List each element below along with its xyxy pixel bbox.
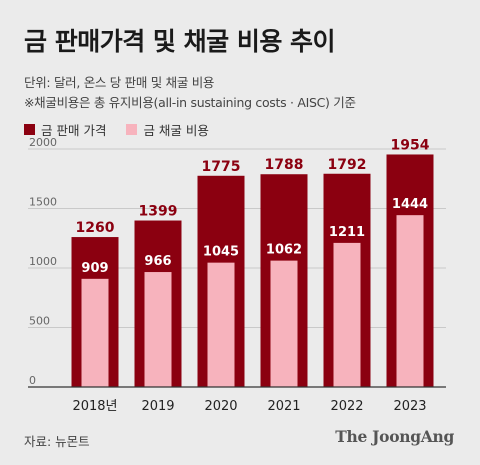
legend-swatch-sale xyxy=(24,124,35,135)
legend-label-cost: 금 채굴 비용 xyxy=(143,123,209,138)
legend-swatch-cost xyxy=(126,124,138,135)
brand-logo: The JoongAng xyxy=(335,427,454,446)
legend-item-cost: 금 채굴 비용 xyxy=(126,120,209,139)
data-label-cost: 966 xyxy=(144,254,171,269)
bar-cost xyxy=(270,260,298,387)
data-label-cost: 1062 xyxy=(266,243,302,258)
x-tick-label: 2021 xyxy=(267,399,300,414)
x-tick-label: 2018년 xyxy=(72,399,117,414)
subtitle-units: 단위: 달러, 온스 당 판매 및 채굴 비용 xyxy=(24,75,215,90)
legend-label-sale: 금 판매 가격 xyxy=(41,123,107,138)
y-tick-label: 500 xyxy=(29,315,50,328)
x-tick-label: 2019 xyxy=(141,399,174,414)
source-note: 자료: 뉴몬트 xyxy=(24,434,90,449)
x-tick-label: 2020 xyxy=(204,399,237,414)
bar-cost xyxy=(144,272,172,387)
data-label-sale: 1399 xyxy=(139,204,178,220)
data-label-sale: 1954 xyxy=(391,137,430,153)
data-label-sale: 1788 xyxy=(265,157,304,173)
data-label-cost: 1211 xyxy=(329,225,365,240)
y-tick-label: 1500 xyxy=(29,196,57,209)
data-label-cost: 1045 xyxy=(203,245,239,260)
x-tick-label: 2023 xyxy=(393,399,426,414)
chart-title: 금 판매가격 및 채굴 비용 추이 xyxy=(24,27,336,56)
y-tick-label: 0 xyxy=(29,374,36,387)
subtitle-note: ※채굴비용은 총 유지비용(all-in sustaining costs · … xyxy=(24,95,356,110)
legend: 금 판매 가격 금 채굴 비용 xyxy=(24,120,209,139)
data-label-cost: 909 xyxy=(81,261,108,276)
data-label-sale: 1260 xyxy=(76,220,115,236)
bar-cost xyxy=(396,215,424,387)
bar-cost xyxy=(333,242,361,387)
x-tick-label: 2022 xyxy=(330,399,363,414)
bar-cost xyxy=(207,262,235,387)
y-tick-label: 2000 xyxy=(29,136,57,149)
data-label-sale: 1792 xyxy=(328,157,367,173)
y-tick-label: 1000 xyxy=(29,255,57,268)
legend-item-sale: 금 판매 가격 xyxy=(24,120,106,139)
bar-cost xyxy=(81,278,109,387)
data-label-sale: 1775 xyxy=(202,159,241,175)
data-label-cost: 1444 xyxy=(392,197,428,212)
